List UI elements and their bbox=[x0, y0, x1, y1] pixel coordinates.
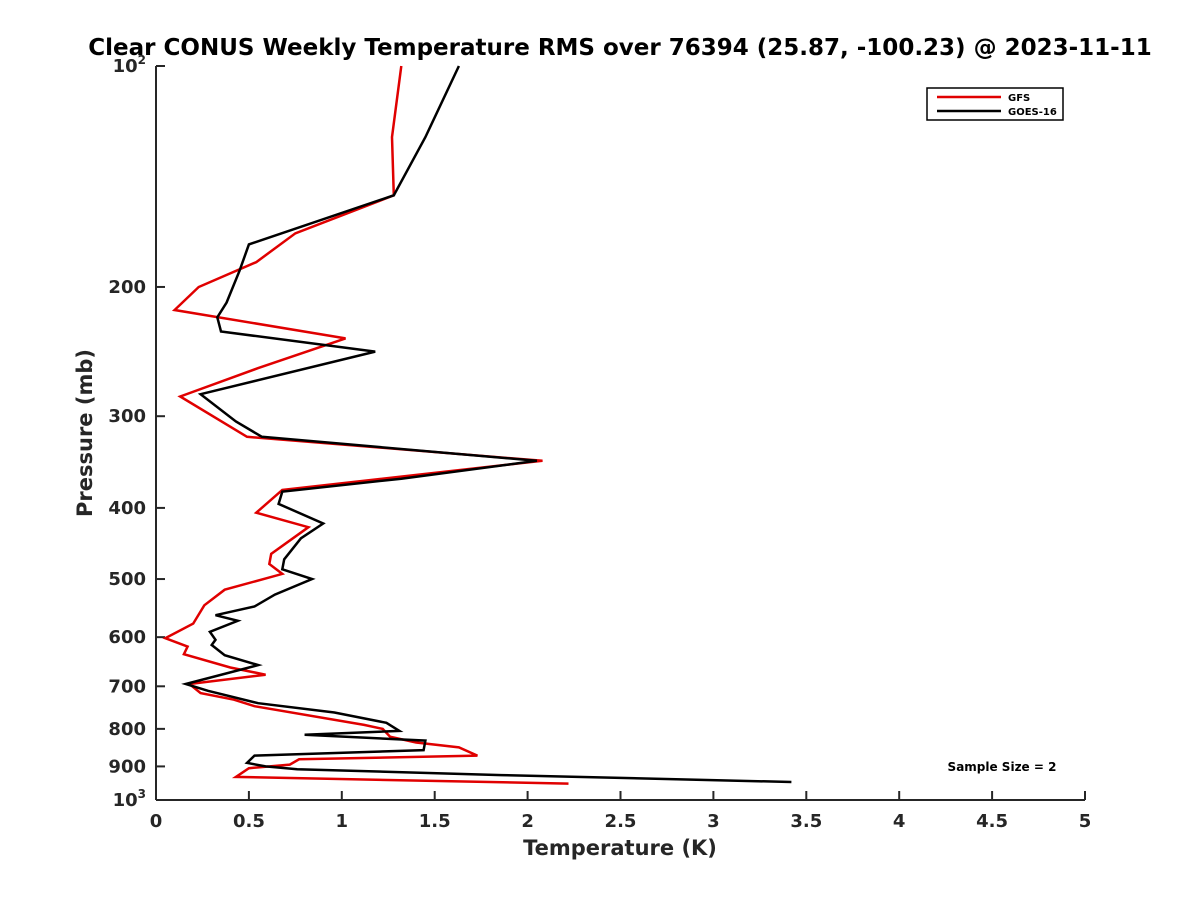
x-tick-label: 3.5 bbox=[790, 811, 822, 832]
y-tick-label: 300 bbox=[108, 406, 146, 427]
y-tick-label: 103 bbox=[113, 787, 146, 811]
x-tick-label: 3 bbox=[707, 811, 720, 832]
y-tick-label: 200 bbox=[108, 277, 146, 298]
y-tick-label: 900 bbox=[108, 756, 146, 777]
y-axis-ticks: 102 200 300 400 500 600 700 800 900 103 bbox=[108, 53, 165, 811]
y-tick-label: 500 bbox=[108, 569, 146, 590]
y-tick-label: 800 bbox=[108, 719, 146, 740]
x-tick-label: 1.5 bbox=[419, 811, 451, 832]
y-tick-label: 700 bbox=[108, 676, 146, 697]
x-axis-label: Temperature (K) bbox=[523, 836, 717, 860]
y-tick-label: 600 bbox=[108, 627, 146, 648]
x-tick-label: 5 bbox=[1079, 811, 1092, 832]
x-tick-label: 2.5 bbox=[605, 811, 637, 832]
series-line-gfs bbox=[162, 65, 569, 785]
x-tick-label: 4.5 bbox=[976, 811, 1008, 832]
x-tick-label: 2 bbox=[521, 811, 534, 832]
x-axis-ticks: 0 0.5 1 1.5 2 2.5 3 3.5 4 4.5 5 bbox=[150, 791, 1092, 832]
x-tick-label: 0 bbox=[150, 811, 163, 832]
y-tick-label: 102 bbox=[113, 53, 146, 77]
y-tick-label: 400 bbox=[108, 498, 146, 519]
series-lines bbox=[162, 65, 792, 785]
x-tick-label: 0.5 bbox=[233, 811, 265, 832]
x-tick-label: 4 bbox=[893, 811, 906, 832]
legend-label-gfs: GFS bbox=[1008, 93, 1030, 104]
x-tick-label: 1 bbox=[336, 811, 349, 832]
series-line-goes16 bbox=[181, 65, 792, 784]
legend-label-goes16: GOES-16 bbox=[1008, 107, 1057, 118]
y-axis-label: Pressure (mb) bbox=[73, 349, 97, 517]
legend-box bbox=[926, 87, 1064, 121]
plot-axes bbox=[155, 66, 1085, 801]
chart-title: Clear CONUS Weekly Temperature RMS over … bbox=[88, 35, 1151, 61]
sample-size-annotation: Sample Size = 2 bbox=[948, 760, 1057, 774]
legend: GFS GOES-16 bbox=[926, 87, 1064, 121]
